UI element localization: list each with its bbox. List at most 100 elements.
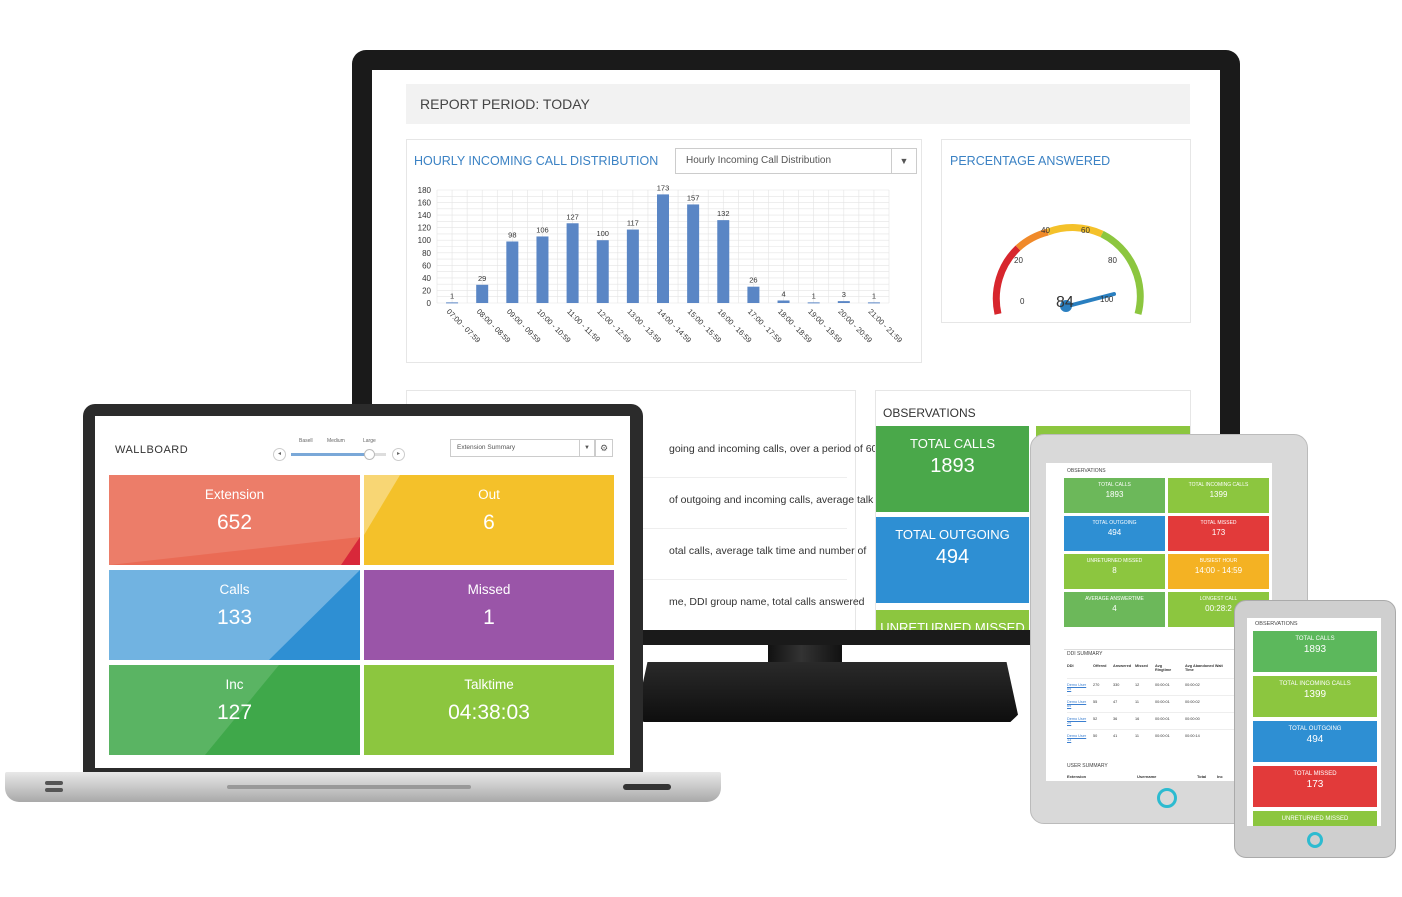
- y-tick-label: 180: [418, 186, 432, 195]
- ddi-row: Demo User 69 270 330 12 00:00:01 00:00:02: [1067, 678, 1267, 695]
- ddi-header-cell: DDI: [1067, 664, 1074, 668]
- gauge-yellow-segment: [1046, 224, 1104, 238]
- ddi-cell: 16: [1135, 717, 1140, 721]
- chart-title: HOURLY INCOMING CALL DISTRIBUTION: [414, 154, 659, 168]
- ddi-user-link[interactable]: Demo User 69: [1067, 683, 1087, 691]
- ddi-cell: 00:00:01: [1155, 717, 1170, 721]
- tile-label: TOTAL CALLS: [1098, 482, 1131, 488]
- table-cell: me, DDI group name, total calls answered: [669, 596, 865, 608]
- chart-select[interactable]: Hourly Incoming Call Distribution ▼: [675, 148, 917, 174]
- user-header-cell: Extension: [1067, 774, 1087, 779]
- tile-value: 652: [216, 511, 253, 534]
- slider-label: Medium: [327, 438, 345, 444]
- total-outgoing-tile: TOTAL OUTGOING 494: [876, 517, 1029, 603]
- data-label: 117: [627, 219, 639, 228]
- ddi-cell: 00:00:01: [1155, 734, 1170, 738]
- user-summary-title: USER SUMMARY: [1067, 763, 1108, 769]
- tile-value: 1399: [1209, 490, 1228, 499]
- tile-value: 8: [1112, 566, 1117, 575]
- bar: [536, 236, 549, 303]
- summary-select[interactable]: Extension Summary ▼: [450, 439, 595, 457]
- tile-label: Out: [478, 487, 500, 502]
- phone-stat-tile: TOTAL CALLS 1893: [1253, 631, 1377, 672]
- chevron-down-icon: ▼: [579, 440, 594, 456]
- table-cell: of outgoing and incoming calls, average …: [669, 494, 874, 506]
- slider-label: Basell: [299, 438, 313, 444]
- y-tick-label: 140: [418, 211, 432, 220]
- user-header-cell: Inc: [1217, 774, 1223, 779]
- y-tick-label: 100: [418, 236, 432, 245]
- tile-value: 173: [1211, 528, 1226, 537]
- tablet-stat-tile: AVERAGE ANSWERTIME 4: [1064, 592, 1165, 627]
- ddi-user-link[interactable]: Demo User 13: [1067, 734, 1087, 742]
- gauge-tick-label: 20: [1014, 256, 1023, 265]
- ddi-header-cell: Answered: [1113, 664, 1132, 668]
- data-label: 157: [687, 193, 700, 202]
- size-slider-handle[interactable]: [364, 449, 375, 460]
- data-label: 98: [508, 230, 516, 239]
- ddi-cell: 47: [1113, 700, 1118, 704]
- laptop-port: [45, 788, 63, 792]
- ddi-row: Demo User 69 55 47 11 00:00:01 00:00:02: [1067, 695, 1267, 712]
- user-header-cell: Username: [1137, 774, 1157, 779]
- ddi-cell: 00:00:02: [1185, 700, 1200, 704]
- tile-value: 1399: [1303, 689, 1327, 700]
- phone-home-button[interactable]: [1307, 832, 1323, 848]
- bar: [476, 284, 489, 303]
- chevron-down-icon: ▼: [891, 149, 916, 173]
- ddi-header-cell: Offered: [1093, 664, 1107, 668]
- missed-tile: Missed 1: [364, 570, 614, 660]
- ddi-header-row: DDI Offered Answered Missed Avg Ringtime Avg …: [1067, 662, 1267, 678]
- bar: [867, 302, 880, 304]
- tile-label: TOTAL CALLS: [909, 436, 995, 451]
- chart-select-value: Hourly Incoming Call Distribution: [686, 155, 832, 166]
- data-label: 1: [450, 291, 454, 300]
- ddi-cell: 50: [1093, 734, 1098, 738]
- tile-label: TOTAL MISSED: [1293, 771, 1337, 777]
- wallboard-title: WALLBOARD: [115, 444, 189, 456]
- bar: [446, 302, 459, 304]
- data-label: 100: [596, 229, 609, 238]
- bar: [687, 204, 700, 303]
- gauge-chart: 0 20 40 60 80 100 84: [992, 224, 1144, 315]
- ddi-cell: 270: [1093, 683, 1100, 687]
- y-tick-label: 160: [418, 199, 432, 208]
- bar: [506, 241, 519, 303]
- data-label: 3: [842, 290, 846, 299]
- phone-stat-tile: TOTAL INCOMING CALLS 1399: [1253, 676, 1377, 717]
- size-slider-track[interactable]: [291, 453, 386, 456]
- gauge-tick-label: 80: [1108, 256, 1117, 265]
- data-label: 26: [749, 276, 757, 285]
- y-tick-label: 80: [422, 249, 431, 258]
- y-tick-label: 60: [422, 261, 431, 270]
- slider-increase-button[interactable]: ▸: [392, 448, 405, 461]
- out-tile: Out 6: [364, 475, 614, 565]
- ddi-cell: 00:00:01: [1155, 700, 1170, 704]
- tablet-observations-title: OBSERVATIONS: [1067, 468, 1106, 474]
- tile-label: TOTAL OUTGOING: [1288, 726, 1342, 732]
- phone-observations-title: OBSERVATIONS: [1255, 621, 1298, 627]
- calls-tile: Calls 133: [109, 570, 360, 660]
- phone-stat-tile: UNRETURNED MISSED: [1253, 811, 1377, 826]
- slider-decrease-button[interactable]: ◂: [273, 448, 286, 461]
- ddi-user-link[interactable]: Demo User 69: [1067, 700, 1087, 708]
- bar: [837, 301, 850, 303]
- ddi-cell: 11: [1135, 700, 1139, 704]
- ddi-row: Demo User 13 50 41 11 00:00:01 00:00:14: [1067, 729, 1267, 746]
- ddi-user-link[interactable]: Demo User 29: [1067, 717, 1087, 725]
- bar: [657, 194, 669, 303]
- gauge-panel: PERCENTAGE ANSWERED 0 20 40 60 80 100 84: [941, 139, 1191, 323]
- slider-label: Large: [363, 438, 376, 444]
- data-label: 4: [781, 289, 785, 298]
- table-cell: going and incoming calls, over a period …: [669, 443, 878, 455]
- tile-label: Inc: [225, 677, 244, 692]
- report-period-title: REPORT PERIOD: TODAY: [420, 96, 590, 112]
- gear-icon[interactable]: ⚙: [595, 439, 613, 457]
- tile-label: TOTAL OUTGOING: [895, 527, 1010, 542]
- tile-label: Talktime: [464, 677, 514, 692]
- tablet-home-button[interactable]: [1157, 788, 1177, 808]
- size-slider-fill: [291, 453, 367, 456]
- gauge-orange-segment: [1015, 228, 1049, 251]
- gauge-title: PERCENTAGE ANSWERED: [950, 154, 1111, 168]
- bar: [717, 220, 730, 303]
